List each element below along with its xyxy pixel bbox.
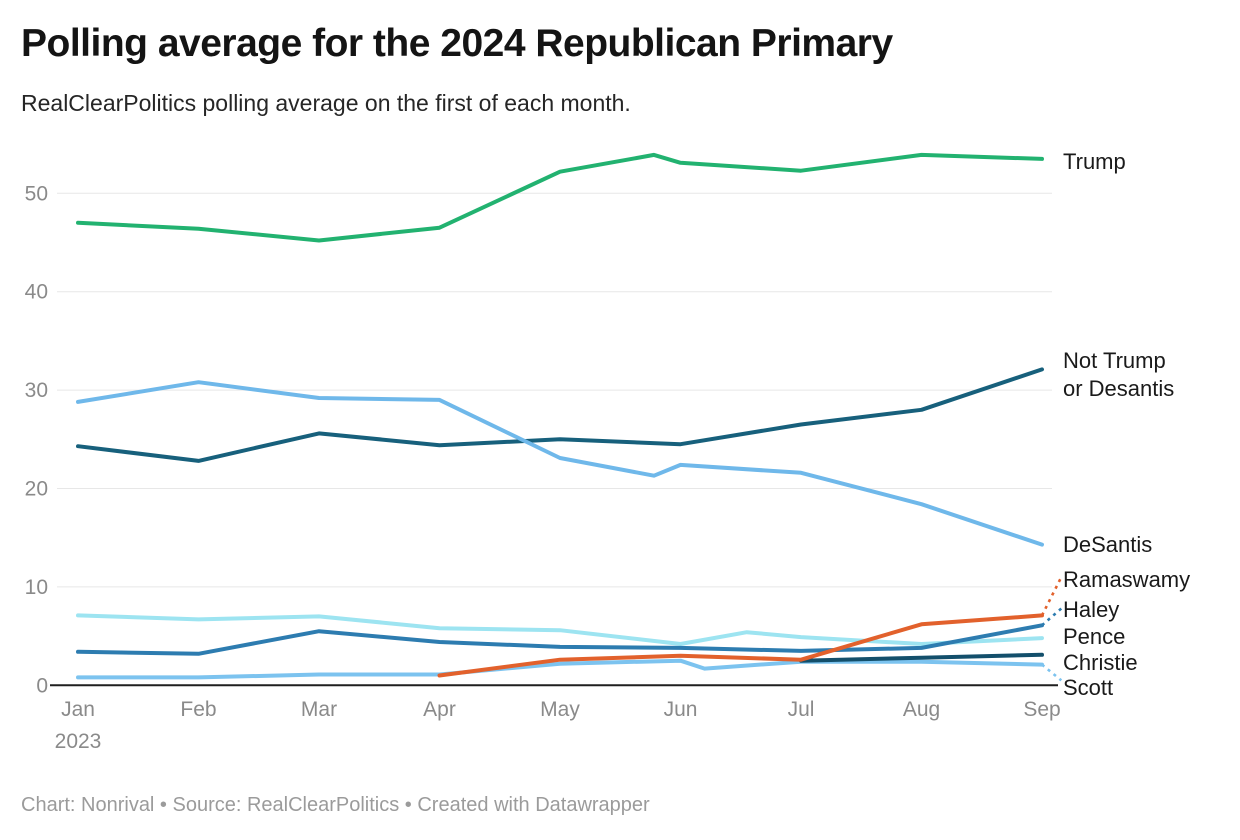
x-tick-label-mar: Mar [301, 698, 337, 721]
series-dash-extension-haley [1041, 607, 1063, 627]
y-tick-label-40: 40 [25, 281, 48, 304]
series-line-christie [799, 652, 1044, 663]
x-tick-label-sep: Sep [1023, 698, 1060, 721]
chart-footer-attribution: Chart: Nonrival • Source: RealClearPolit… [21, 794, 650, 816]
series-label-desantis: DeSantis [1063, 532, 1153, 557]
chart-title: Polling average for the 2024 Republican … [21, 22, 893, 65]
series-dash-extension-scott [1041, 663, 1063, 682]
series-line-not-trump-or-desantis [76, 367, 1044, 463]
chart-subtitle: RealClearPolitics polling average on the… [21, 90, 631, 116]
x-tick-year-label: 2023 [55, 730, 102, 753]
x-tick-label-jan: Jan [61, 698, 95, 721]
series-label-scott: Scott [1063, 675, 1114, 700]
x-tick-label-jun: Jun [664, 698, 698, 721]
series-label-haley: Haley [1063, 597, 1120, 622]
x-tick-label-jul: Jul [788, 698, 815, 721]
y-tick-label-30: 30 [25, 379, 48, 402]
series-line-desantis [76, 380, 1044, 547]
series-label-christie: Christie [1063, 650, 1138, 675]
y-tick-label-50: 50 [25, 182, 48, 205]
series-label-not-trump-or-desantis: Not Trump or Desantis [1063, 348, 1175, 401]
series-label-trump: Trump [1063, 149, 1126, 174]
series-line-haley [76, 623, 1044, 656]
x-tick-label-may: May [540, 698, 580, 721]
x-tick-label-feb: Feb [180, 698, 216, 721]
y-tick-label-10: 10 [25, 576, 48, 599]
series-line-ramaswamy [437, 613, 1044, 678]
y-tick-label-0: 0 [36, 674, 48, 697]
x-tick-label-aug: Aug [903, 698, 940, 721]
series-label-ramaswamy: Ramaswamy [1063, 567, 1191, 592]
x-tick-label-apr: Apr [423, 698, 456, 721]
y-tick-label-20: 20 [25, 478, 48, 501]
series-label-pence: Pence [1063, 624, 1126, 649]
series-line-trump [76, 152, 1044, 243]
series-line-scott [76, 658, 1044, 680]
